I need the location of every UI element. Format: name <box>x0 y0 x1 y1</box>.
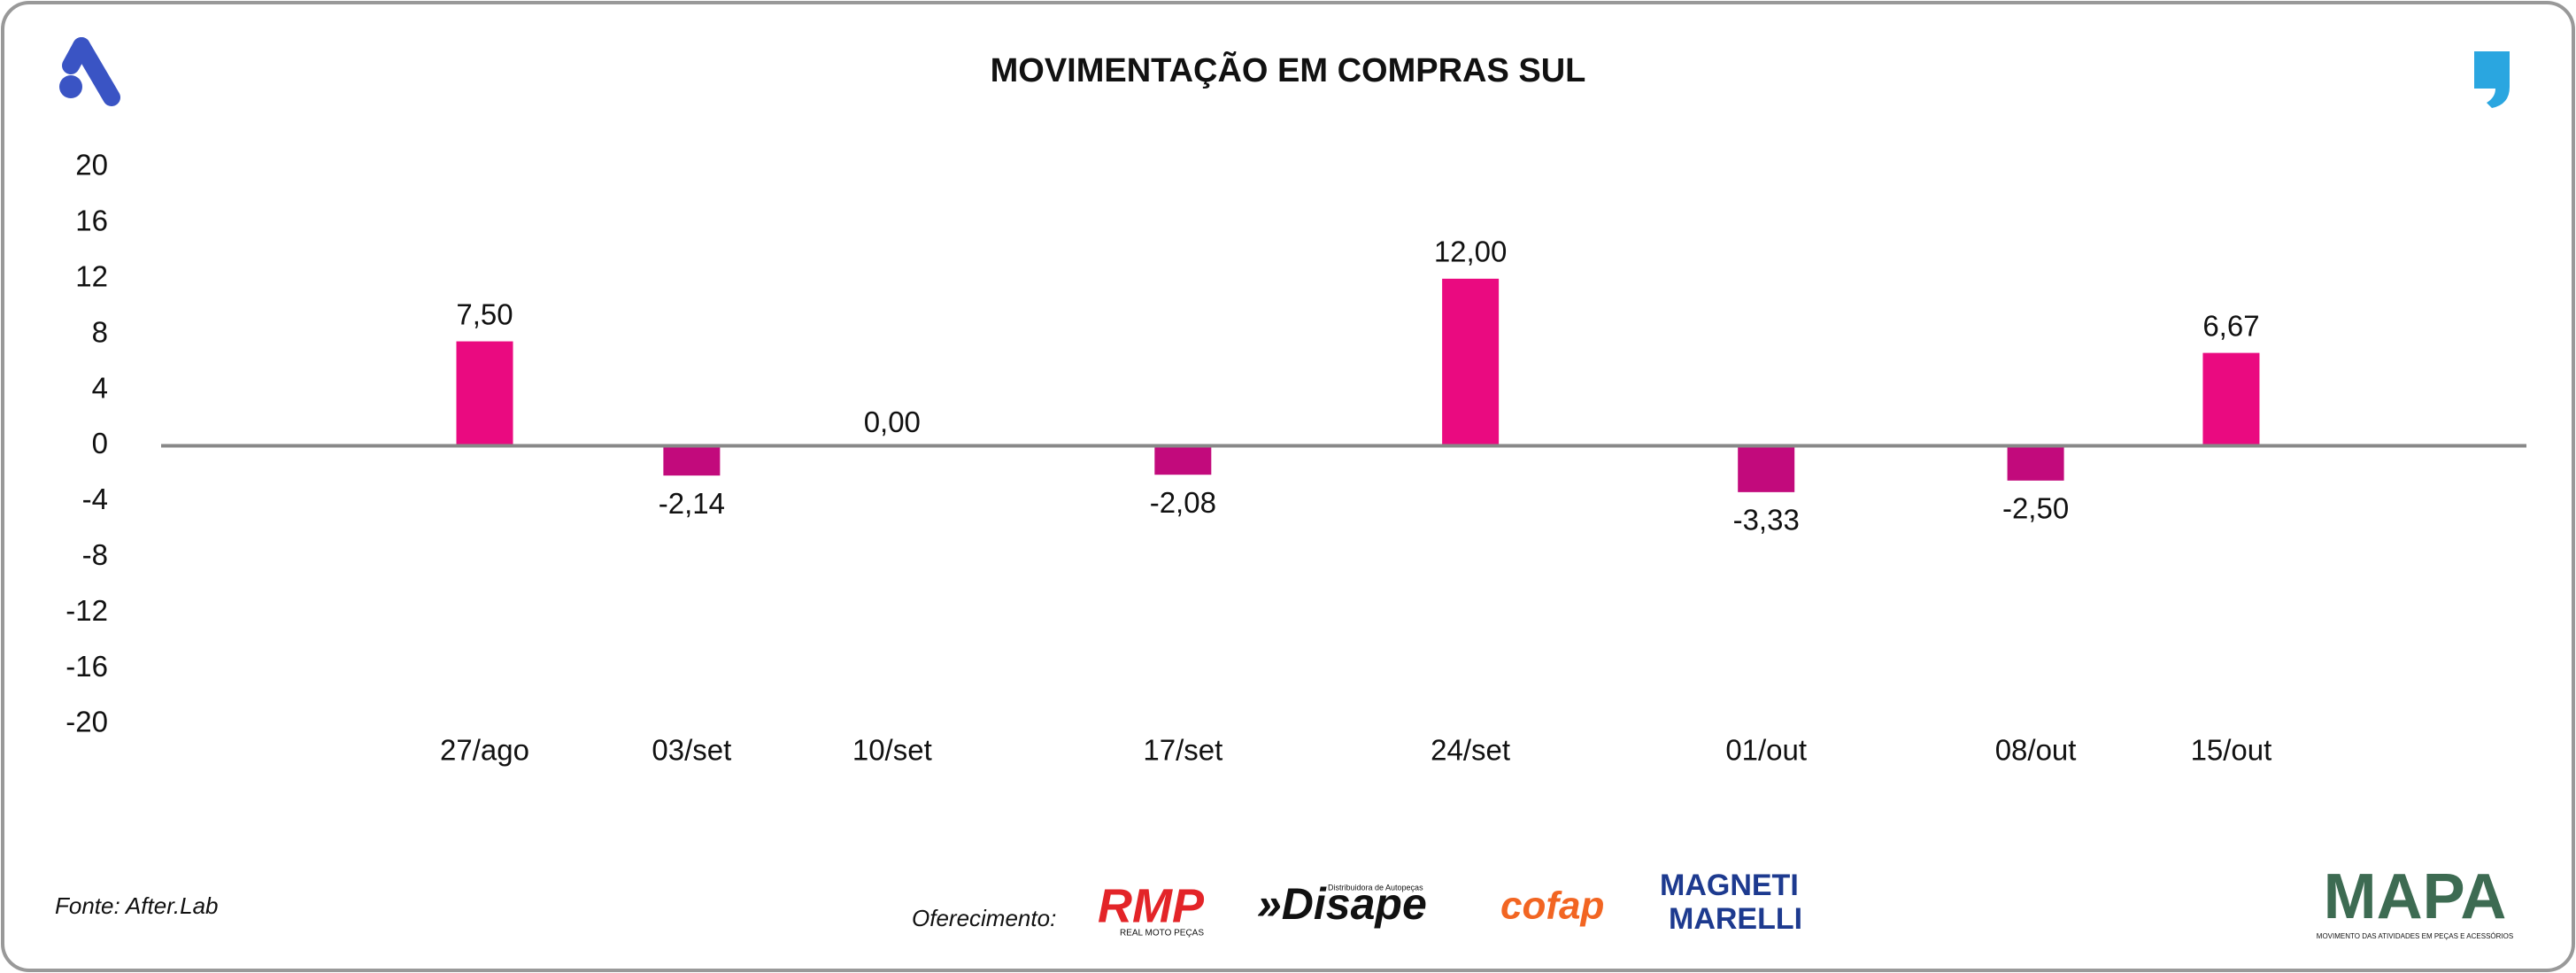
value-label: -2,14 <box>659 487 725 520</box>
bar <box>2202 352 2260 446</box>
source: Fonte: After.Lab <box>55 892 219 919</box>
bar <box>663 445 721 476</box>
y-tick-label: 8 <box>92 315 108 348</box>
x-tick-label: 08/out <box>1995 734 2077 767</box>
x-tick-label: 17/set <box>1143 734 1222 767</box>
x-tick-label: 01/out <box>1725 734 1807 767</box>
logo-comma <box>2474 51 2510 108</box>
bar <box>2007 445 2064 481</box>
sponsor-logo: Distribuidora de Autopeças <box>1328 883 1423 892</box>
y-tick-label: 20 <box>75 149 108 181</box>
chart-title: MOVIMENTAÇÃO EM COMPRAS SUL <box>991 50 1586 89</box>
value-label: 12,00 <box>1434 236 1508 268</box>
value-label: 0,00 <box>864 405 921 438</box>
sponsor-logo: »Disape <box>1257 879 1427 929</box>
sponsor-label: Oferecimento: <box>912 905 1056 931</box>
bar <box>1442 278 1500 446</box>
bar <box>456 341 513 446</box>
x-tick-label: 24/set <box>1431 734 1510 767</box>
y-tick-label: -4 <box>82 483 108 515</box>
bar <box>1154 445 1212 475</box>
value-label: 6,67 <box>2202 309 2259 342</box>
y-tick-label: -8 <box>82 538 108 571</box>
value-label: -2,50 <box>2002 492 2069 525</box>
logo-a <box>59 37 120 106</box>
bar <box>1738 445 1795 492</box>
x-tick-label: 27/ago <box>440 734 529 767</box>
sponsor-logo: REAL MOTO PEÇAS <box>1120 929 1204 938</box>
y-tick-label: 12 <box>75 260 108 293</box>
x-tick-label: 03/set <box>652 734 731 767</box>
y-tick-label: -20 <box>66 706 108 738</box>
x-tick-label: 15/out <box>2191 734 2272 767</box>
value-label: -3,33 <box>1733 504 1800 537</box>
y-tick-label: 4 <box>92 371 108 404</box>
brand-logo: MAPA <box>2324 861 2507 932</box>
value-label: 7,50 <box>456 297 513 330</box>
sponsor-logo: RMP <box>1098 879 1205 932</box>
y-tick-label: 16 <box>75 205 108 237</box>
value-label: -2,08 <box>1150 486 1216 519</box>
y-tick-label: -16 <box>66 650 108 683</box>
x-tick-label: 10/set <box>852 734 932 767</box>
sponsor-logo: MARELLI <box>1669 902 1802 936</box>
brand-tagline: MOVIMENTO DAS ATIVIDADES EM PEÇAS E ACES… <box>2317 932 2513 940</box>
sponsor-logo: cofap <box>1500 884 1604 928</box>
sponsor-logo: MAGNETI <box>1660 869 1799 902</box>
y-tick-label: -12 <box>66 594 108 627</box>
y-tick-label: 0 <box>92 427 108 459</box>
